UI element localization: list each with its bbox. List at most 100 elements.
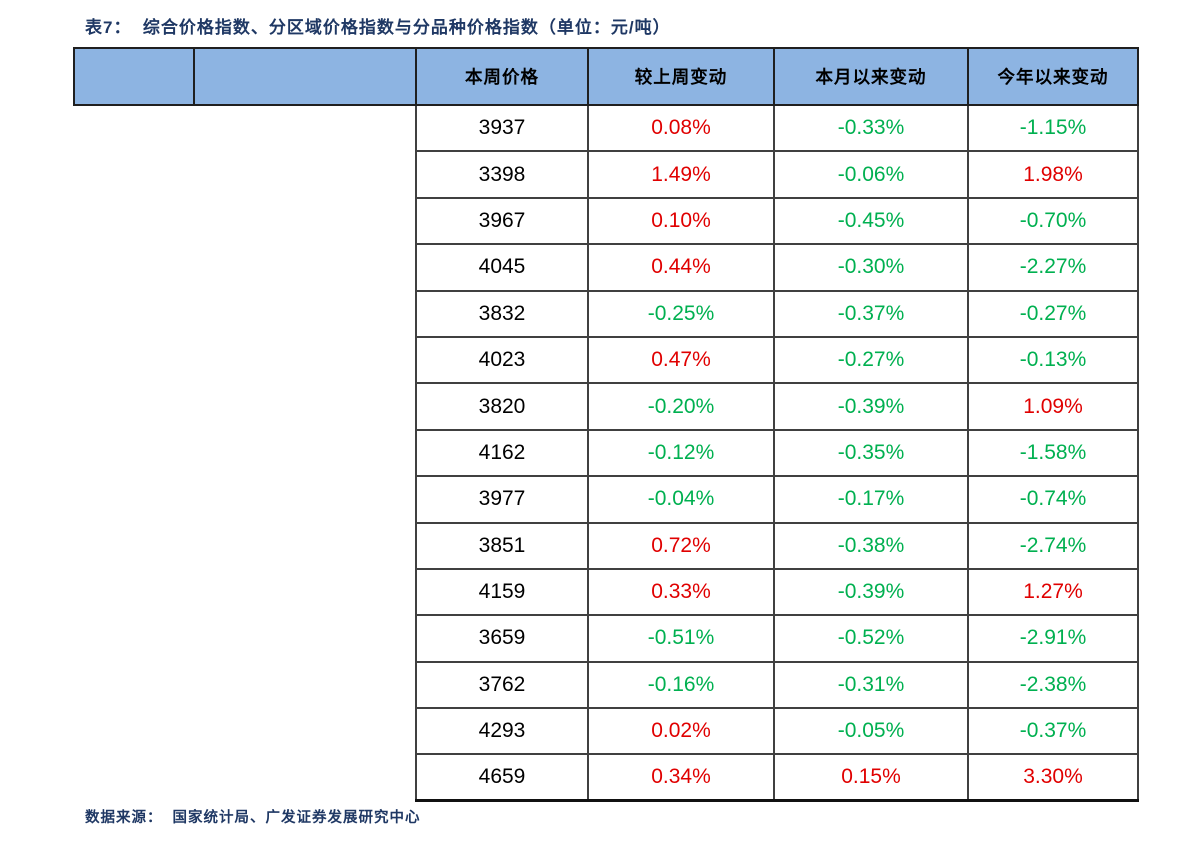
mtd-change-cell: -0.37% bbox=[773, 289, 969, 338]
week-price-cell: 3832 bbox=[415, 289, 589, 338]
wow-change-cell: 0.08% bbox=[587, 103, 775, 153]
mtd-change-cell: -0.05% bbox=[773, 707, 969, 756]
redacted-category-cell bbox=[74, 615, 194, 661]
table-row: 3851 0.72% -0.38% -2.74% bbox=[74, 521, 1139, 570]
week-price-cell: 3820 bbox=[415, 382, 589, 431]
redacted-name-cell bbox=[194, 151, 416, 197]
wow-change-cell: 0.33% bbox=[587, 567, 775, 617]
redacted-name-cell bbox=[194, 337, 416, 383]
wow-change-cell: 0.47% bbox=[587, 335, 775, 385]
ytd-change-cell: -2.91% bbox=[967, 614, 1139, 663]
wow-change-cell: -0.20% bbox=[587, 382, 775, 431]
redacted-category-cell bbox=[74, 337, 194, 383]
ytd-change-cell: -2.27% bbox=[967, 243, 1139, 292]
redacted-name-cell bbox=[194, 708, 416, 754]
ytd-change-cell: -0.27% bbox=[967, 289, 1139, 338]
week-price-cell: 4045 bbox=[415, 243, 589, 292]
table-row: 3967 0.10% -0.45% -0.70% bbox=[74, 196, 1139, 246]
table-row: 3820 -0.20% -0.39% 1.09% bbox=[74, 382, 1139, 431]
table-body: 3937 0.08% -0.33% -1.15% 3398 1.49% -0.0… bbox=[74, 103, 1139, 803]
header-cell-blank-name bbox=[193, 47, 417, 106]
redacted-category-cell bbox=[74, 754, 194, 800]
week-price-cell: 4293 bbox=[415, 707, 589, 756]
redacted-name-cell bbox=[194, 662, 416, 708]
table-row: 4159 0.33% -0.39% 1.27% bbox=[74, 567, 1139, 617]
ytd-change-cell: 3.30% bbox=[967, 753, 1139, 803]
week-price-cell: 4659 bbox=[415, 753, 589, 803]
table-row: 4162 -0.12% -0.35% -1.58% bbox=[74, 428, 1139, 478]
redacted-category-cell bbox=[74, 430, 194, 476]
week-price-cell: 3762 bbox=[415, 660, 589, 710]
week-price-cell: 3977 bbox=[415, 475, 589, 524]
redacted-category-cell bbox=[74, 523, 194, 569]
table-row: 3762 -0.16% -0.31% -2.38% bbox=[74, 660, 1139, 710]
ytd-change-cell: -0.13% bbox=[967, 335, 1139, 385]
ytd-change-cell: 1.27% bbox=[967, 567, 1139, 617]
wow-change-cell: -0.51% bbox=[587, 614, 775, 663]
table-row: 3937 0.08% -0.33% -1.15% bbox=[74, 103, 1139, 153]
redacted-category-cell bbox=[74, 105, 194, 151]
wow-change-cell: -0.04% bbox=[587, 475, 775, 524]
ytd-change-cell: -0.74% bbox=[967, 475, 1139, 524]
wow-change-cell: 0.44% bbox=[587, 243, 775, 292]
redacted-name-cell bbox=[194, 754, 416, 800]
header-cell-blank-category bbox=[73, 47, 195, 106]
ytd-change-cell: -1.58% bbox=[967, 428, 1139, 478]
table-row: 4023 0.47% -0.27% -0.13% bbox=[74, 335, 1139, 385]
table-title: 表7： 综合价格指数、分区域价格指数与分品种价格指数（单位：元/吨） bbox=[85, 18, 671, 37]
ytd-change-cell: -0.70% bbox=[967, 196, 1139, 246]
table-row: 4293 0.02% -0.05% -0.37% bbox=[74, 707, 1139, 756]
mtd-change-cell: -0.06% bbox=[773, 150, 969, 199]
mtd-change-cell: -0.39% bbox=[773, 567, 969, 617]
data-source-note: 数据来源： 国家统计局、广发证券发展研究中心 bbox=[85, 810, 421, 826]
header-cell-ytd-change: 今年以来变动 bbox=[967, 47, 1139, 106]
redacted-name-cell bbox=[194, 198, 416, 244]
table-row: 4045 0.44% -0.30% -2.27% bbox=[74, 243, 1139, 292]
wow-change-cell: -0.25% bbox=[587, 289, 775, 338]
wow-change-cell: 0.02% bbox=[587, 707, 775, 756]
table-row: 3977 -0.04% -0.17% -0.74% bbox=[74, 475, 1139, 524]
week-price-cell: 4159 bbox=[415, 567, 589, 617]
redacted-category-cell bbox=[74, 476, 194, 522]
redacted-category-cell bbox=[74, 244, 194, 290]
ytd-change-cell: 1.98% bbox=[967, 150, 1139, 199]
redacted-name-cell bbox=[194, 430, 416, 476]
mtd-change-cell: -0.30% bbox=[773, 243, 969, 292]
week-price-cell: 4162 bbox=[415, 428, 589, 478]
header-row: 本周价格 较上周变动 本月以来变动 今年以来变动 bbox=[73, 47, 1139, 106]
week-price-cell: 3967 bbox=[415, 196, 589, 246]
ytd-change-cell: -2.74% bbox=[967, 521, 1139, 570]
wow-change-cell: 0.72% bbox=[587, 521, 775, 570]
mtd-change-cell: -0.27% bbox=[773, 335, 969, 385]
mtd-change-cell: -0.52% bbox=[773, 614, 969, 663]
redacted-category-cell bbox=[74, 291, 194, 337]
mtd-change-cell: -0.35% bbox=[773, 428, 969, 478]
table-header: 本周价格 较上周变动 本月以来变动 今年以来变动 bbox=[73, 47, 1139, 106]
mtd-change-cell: -0.17% bbox=[773, 475, 969, 524]
wow-change-cell: 1.49% bbox=[587, 150, 775, 199]
redacted-category-cell bbox=[74, 383, 194, 429]
mtd-change-cell: -0.39% bbox=[773, 382, 969, 431]
header-cell-wow-change: 较上周变动 bbox=[587, 47, 775, 106]
redacted-category-cell bbox=[74, 198, 194, 244]
mtd-change-cell: 0.15% bbox=[773, 753, 969, 803]
redacted-category-cell bbox=[74, 151, 194, 197]
redacted-name-cell bbox=[194, 244, 416, 290]
week-price-cell: 3659 bbox=[415, 614, 589, 663]
week-price-cell: 4023 bbox=[415, 335, 589, 385]
ytd-change-cell: 1.09% bbox=[967, 382, 1139, 431]
mtd-change-cell: -0.33% bbox=[773, 103, 969, 153]
redacted-name-cell bbox=[194, 615, 416, 661]
mtd-change-cell: -0.45% bbox=[773, 196, 969, 246]
week-price-cell: 3937 bbox=[415, 103, 589, 153]
redacted-category-cell bbox=[74, 662, 194, 708]
wow-change-cell: 0.34% bbox=[587, 753, 775, 803]
table-row: 3659 -0.51% -0.52% -2.91% bbox=[74, 614, 1139, 663]
redacted-name-cell bbox=[194, 569, 416, 615]
ytd-change-cell: -2.38% bbox=[967, 660, 1139, 710]
redacted-name-cell bbox=[194, 523, 416, 569]
redacted-name-cell bbox=[194, 476, 416, 522]
week-price-cell: 3398 bbox=[415, 150, 589, 199]
redacted-category-cell bbox=[74, 708, 194, 754]
